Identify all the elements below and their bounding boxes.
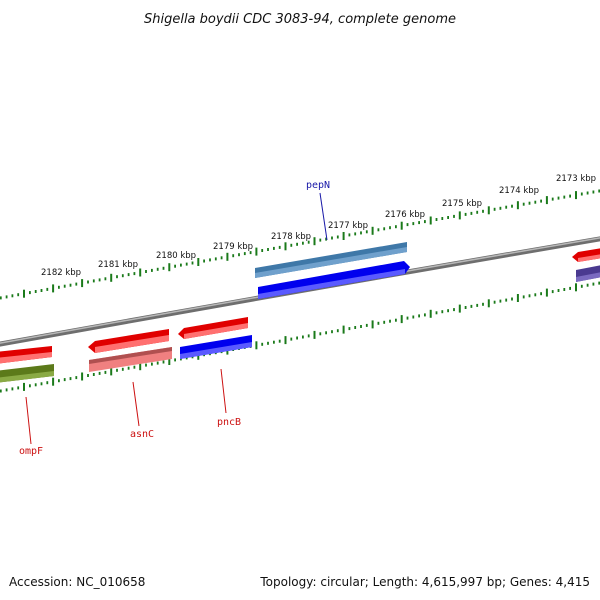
feature-asnC-upper xyxy=(88,329,169,353)
tick-label: 2177 kbp xyxy=(328,221,368,231)
outer-tick-ring xyxy=(0,189,600,300)
feature-pepN-lower xyxy=(258,261,410,299)
pncB-leader-line xyxy=(220,368,227,414)
feature-pncB-upper xyxy=(178,317,248,339)
ompF-leader-line xyxy=(25,396,32,445)
tick-label: 2175 kbp xyxy=(442,199,482,209)
tick-label: 2181 kbp xyxy=(98,260,138,270)
tick-labels: 2173 kbp 2174 kbp 2175 kbp 2176 kbp 2177… xyxy=(41,174,596,278)
gene-label-ompF: ompF xyxy=(19,446,43,457)
tick-label: 2179 kbp xyxy=(213,242,253,252)
tick-label: 2180 kbp xyxy=(156,251,196,261)
accession-text: Accession: NC_010658 xyxy=(9,575,145,589)
map-title: Shigella boydii CDC 3083-94, complete ge… xyxy=(144,12,456,27)
pepN-leader-line xyxy=(319,192,328,241)
gene-label-pepN: pepN xyxy=(306,180,330,191)
tick-label: 2174 kbp xyxy=(499,186,539,196)
feature-right-red xyxy=(572,248,600,262)
tick-label: 2182 kbp xyxy=(41,268,81,278)
gene-label-pncB: pncB xyxy=(217,417,241,428)
tick-label: 2173 kbp xyxy=(556,174,596,184)
gene-label-asnC: asnC xyxy=(130,429,154,440)
feature-ompF-lower xyxy=(0,364,54,383)
inner-tick-ring xyxy=(0,281,600,393)
feature-pepN-upper xyxy=(255,242,407,278)
feature-ompF-upper xyxy=(0,346,52,364)
tick-label: 2176 kbp xyxy=(385,210,425,220)
feature-pncB-lower xyxy=(180,335,252,359)
tick-label: 2178 kbp xyxy=(271,232,311,242)
topology-text: Topology: circular; Length: 4,615,997 bp… xyxy=(259,575,590,589)
feature-right-purple xyxy=(576,265,600,282)
asnC-leader-line xyxy=(132,381,140,427)
feature-asnC-lower xyxy=(89,347,172,372)
